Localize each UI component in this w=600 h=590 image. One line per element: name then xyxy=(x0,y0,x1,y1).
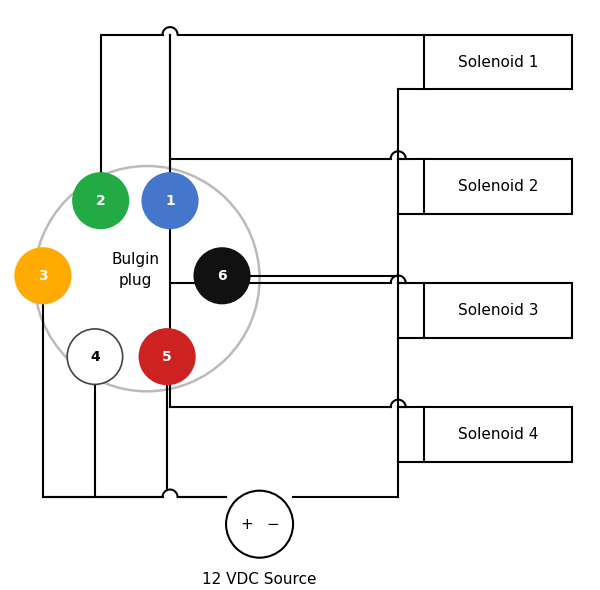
Text: +: + xyxy=(241,517,253,532)
Text: 5: 5 xyxy=(162,350,172,363)
Text: Solenoid 1: Solenoid 1 xyxy=(458,54,538,70)
Bar xyxy=(162,491,178,503)
Bar xyxy=(424,35,572,90)
Text: Solenoid 3: Solenoid 3 xyxy=(458,303,538,318)
Circle shape xyxy=(67,329,122,385)
Text: 3: 3 xyxy=(38,269,48,283)
Bar xyxy=(424,159,572,214)
Text: 2: 2 xyxy=(96,194,106,208)
Text: 1: 1 xyxy=(165,194,175,208)
Text: −: − xyxy=(266,517,278,532)
Circle shape xyxy=(194,248,250,303)
Circle shape xyxy=(142,173,198,228)
Bar xyxy=(424,407,572,462)
Text: 4: 4 xyxy=(90,350,100,363)
Circle shape xyxy=(139,329,195,385)
Text: 12 VDC Source: 12 VDC Source xyxy=(202,572,317,587)
Bar xyxy=(424,283,572,338)
Circle shape xyxy=(73,173,128,228)
Text: Solenoid 4: Solenoid 4 xyxy=(458,427,538,442)
Text: 6: 6 xyxy=(217,269,227,283)
Text: Solenoid 2: Solenoid 2 xyxy=(458,179,538,194)
Text: Bulgin
plug: Bulgin plug xyxy=(112,252,160,288)
Circle shape xyxy=(15,248,71,303)
